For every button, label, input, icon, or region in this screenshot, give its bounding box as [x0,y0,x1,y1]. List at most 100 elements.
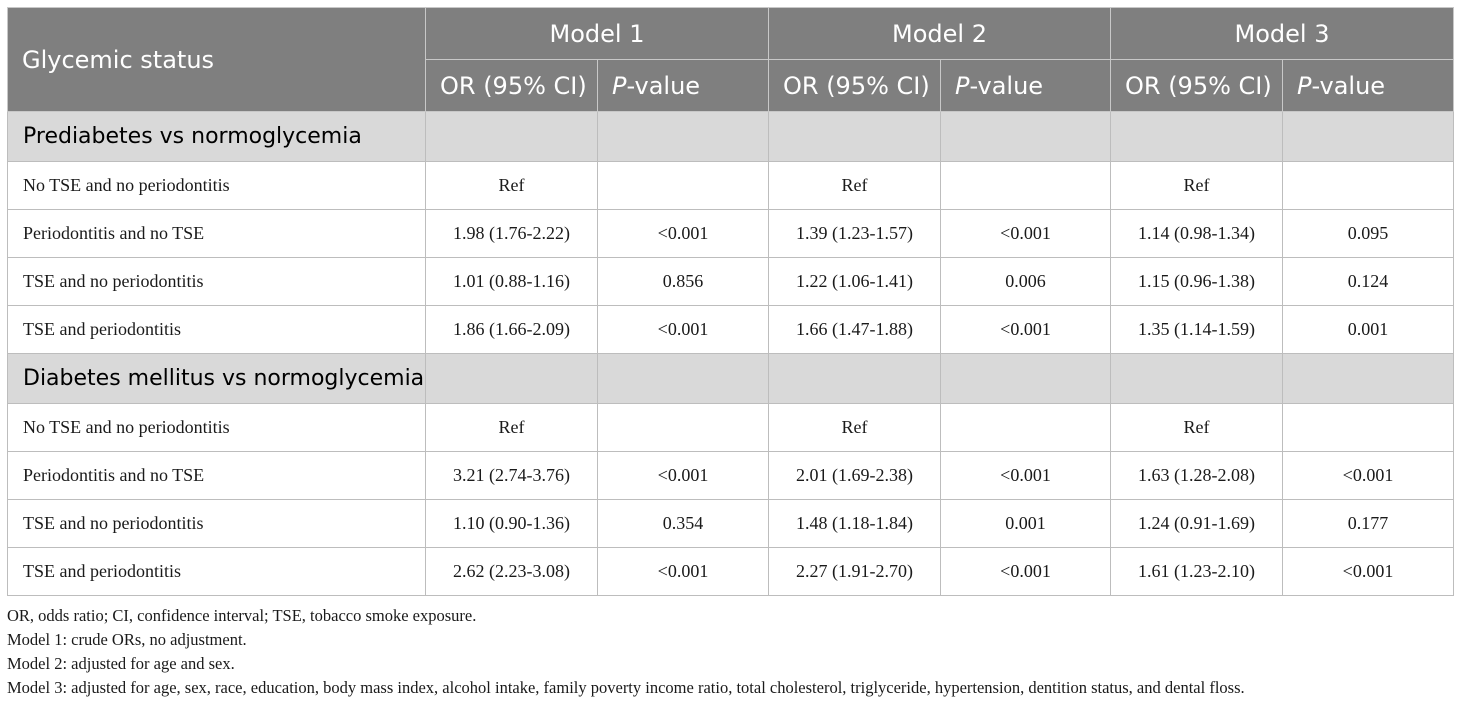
footnote: Model 1: crude ORs, no adjustment. [7,630,247,649]
footnote: Model 2: adjusted for age and sex. [7,654,235,673]
header-row-models: Glycemic status Model 1 Model 2 Model 3 [7,7,1454,112]
or-ci-cell: 1.98 (1.76-2.22) [425,209,598,258]
model-3-p-header: P-value [1282,59,1454,112]
or-ci-cell: 1.01 (0.88-1.16) [425,257,598,306]
table-row: Periodontitis and no TSE 1.98 (1.76-2.22)… [7,209,1454,258]
row-label: No TSE and no periodontitis [7,161,426,210]
header-row-subcolumns: OR (95% CI) P-value OR (95% CI) P-value … [8,59,1454,112]
table-row: TSE and periodontitis 2.62 (2.23-3.08) <0.… [7,547,1454,596]
footnote: Model 3: adjusted for age, sex, race, ed… [7,678,1245,697]
table-row: No TSE and no periodontitis Ref Ref Ref [7,403,1454,452]
or-ci-cell: Ref [768,403,941,452]
row-label: TSE and periodontitis [7,547,426,596]
p-italic: P [955,71,970,100]
or-ci-cell: Ref [1110,161,1283,210]
results-table-container: Glycemic status Model 1 Model 2 Model 3 … [7,7,1454,596]
model-2-header: Model 2 [768,7,1111,60]
section-empty-cell [1110,353,1283,404]
or-ci-cell: 1.15 (0.96-1.38) [1110,257,1283,306]
section-empty-cell [1282,111,1454,162]
p-value-cell: 0.095 [1282,209,1454,258]
p-value-cell [1282,161,1454,210]
section-empty-cell [768,353,941,404]
section-empty-cell [425,353,598,404]
p-value-cell: 0.124 [1282,257,1454,306]
table-row: TSE and periodontitis 1.86 (1.66-2.09) <0.… [7,305,1454,354]
footnote: OR, odds ratio; CI, confidence interval;… [7,606,477,625]
table-footnotes: OR, odds ratio; CI, confidence interval;… [7,604,1453,700]
table-body: Prediabetes vs normoglycemia No TSE and n… [7,111,1454,596]
p-value-cell: 0.001 [940,499,1111,548]
p-value-cell: 0.177 [1282,499,1454,548]
table-row: TSE and no periodontitis 1.01 (0.88-1.16)… [7,257,1454,306]
section-empty-cell [425,111,598,162]
p-value-cell [1282,403,1454,452]
p-value-cell: <0.001 [940,451,1111,500]
section-empty-cell [940,111,1111,162]
or-ci-cell: 1.39 (1.23-1.57) [768,209,941,258]
or-ci-cell: Ref [425,403,598,452]
section-empty-cell [597,111,769,162]
p-value-cell: <0.001 [597,209,769,258]
section-row: Diabetes mellitus vs normoglycemia [7,353,1454,404]
section-empty-cell [1282,353,1454,404]
or-ci-cell: 2.62 (2.23-3.08) [425,547,598,596]
table-row: TSE and no periodontitis 1.10 (0.90-1.36)… [7,499,1454,548]
model-2-or-header: OR (95% CI) [768,59,941,112]
p-value-cell [940,403,1111,452]
p-value-cell: <0.001 [1282,451,1454,500]
row-label: Periodontitis and no TSE [7,209,426,258]
model-3-header: Model 3 [1110,7,1454,60]
table-row: Periodontitis and no TSE 3.21 (2.74-3.76)… [7,451,1454,500]
section-empty-cell [1110,111,1283,162]
model-1-p-header: P-value [597,59,769,112]
row-label: No TSE and no periodontitis [7,403,426,452]
p-italic: P [1297,71,1312,100]
p-suffix: -value [1311,71,1386,100]
or-ci-cell: 1.35 (1.14-1.59) [1110,305,1283,354]
p-value-cell: <0.001 [940,209,1111,258]
or-ci-cell: Ref [768,161,941,210]
or-ci-cell: 1.61 (1.23-2.10) [1110,547,1283,596]
p-italic: P [612,71,627,100]
section-row: Prediabetes vs normoglycemia [7,111,1454,162]
or-ci-cell: Ref [425,161,598,210]
section-title: Diabetes mellitus vs normoglycemia [7,353,426,404]
or-ci-cell: 3.21 (2.74-3.76) [425,451,598,500]
or-ci-cell: 1.66 (1.47-1.88) [768,305,941,354]
row-label: Periodontitis and no TSE [7,451,426,500]
model-1-header: Model 1 [425,7,769,60]
table-row: No TSE and no periodontitis Ref Ref Ref [7,161,1454,210]
p-value-cell: <0.001 [597,305,769,354]
p-value-cell: <0.001 [597,451,769,500]
or-ci-cell: 1.14 (0.98-1.34) [1110,209,1283,258]
p-value-cell: 0.354 [597,499,769,548]
p-value-cell [597,161,769,210]
or-ci-cell: 1.10 (0.90-1.36) [425,499,598,548]
p-suffix: -value [626,71,701,100]
section-title: Prediabetes vs normoglycemia [7,111,426,162]
or-ci-cell: 2.01 (1.69-2.38) [768,451,941,500]
odds-ratio-table: Glycemic status Model 1 Model 2 Model 3 … [7,7,1454,596]
row-label: TSE and periodontitis [7,305,426,354]
section-empty-cell [768,111,941,162]
p-value-cell [940,161,1111,210]
section-empty-cell [940,353,1111,404]
or-ci-cell: Ref [1110,403,1283,452]
p-suffix: -value [969,71,1044,100]
p-value-cell: 0.856 [597,257,769,306]
model-2-p-header: P-value [940,59,1111,112]
section-empty-cell [597,353,769,404]
model-3-or-header: OR (95% CI) [1110,59,1283,112]
p-value-cell: 0.001 [1282,305,1454,354]
p-value-cell: <0.001 [1282,547,1454,596]
or-ci-cell: 1.48 (1.18-1.84) [768,499,941,548]
glycemic-status-header: Glycemic status [7,7,426,112]
row-label: TSE and no periodontitis [7,499,426,548]
row-label: TSE and no periodontitis [7,257,426,306]
p-value-cell: <0.001 [940,305,1111,354]
or-ci-cell: 1.63 (1.28-2.08) [1110,451,1283,500]
model-1-or-header: OR (95% CI) [425,59,598,112]
or-ci-cell: 1.22 (1.06-1.41) [768,257,941,306]
p-value-cell [597,403,769,452]
